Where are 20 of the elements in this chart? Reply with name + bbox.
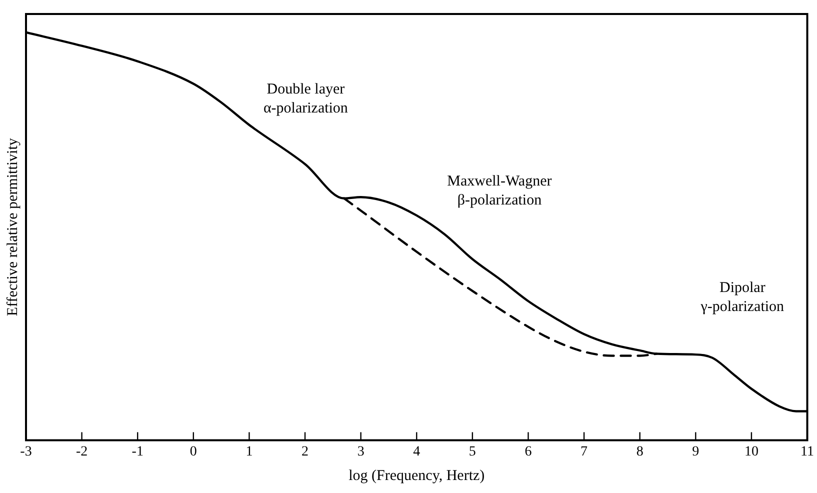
annotation: Dipolar γ-polarization (700, 280, 785, 315)
x-tick-label: 11 (800, 444, 814, 460)
x-axis-title: log (Frequency, Hertz) (348, 468, 485, 484)
x-tick-label: 2 (302, 444, 309, 460)
x-tick-label: 3 (357, 444, 364, 460)
annotation: Double layer α-polarization (263, 82, 348, 117)
x-tick-label: 1 (246, 444, 253, 460)
x-tick-label: 8 (636, 444, 644, 460)
x-tick-label: 5 (468, 444, 476, 460)
x-tick-label: -1 (132, 444, 144, 460)
x-tick-label: 6 (524, 444, 532, 460)
x-tick-label: 0 (190, 444, 197, 460)
x-tick-label: -3 (20, 444, 32, 460)
x-tick-label: 4 (413, 444, 420, 460)
x-tick-label: 9 (692, 444, 700, 460)
y-axis-title: Effective relative permittivity (4, 138, 21, 316)
x-tick-label: 10 (744, 444, 758, 460)
annotation: Maxwell-Wagner β-polarization (447, 173, 552, 208)
x-tick-label: -2 (76, 444, 88, 460)
x-tick-label: 7 (580, 444, 588, 460)
